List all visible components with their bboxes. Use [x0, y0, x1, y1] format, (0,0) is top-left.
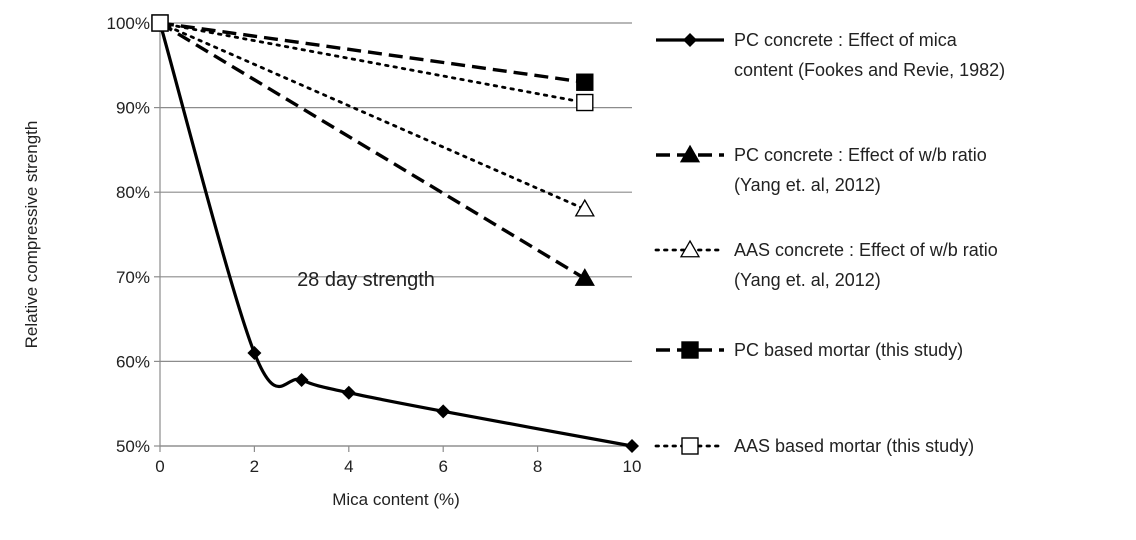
series-1-pc-concrete-effect-of-mica: [153, 16, 639, 453]
legend-label: AAS concrete : Effect of w/b ratio: [734, 240, 998, 260]
series-line: [159, 21, 586, 84]
x-tick-label: 2: [250, 457, 259, 476]
legend-marker: [679, 239, 701, 258]
y-tick-label: 90%: [116, 99, 150, 118]
y-axis-title: Relative compressive strength: [22, 121, 41, 349]
series-line: [158, 21, 587, 104]
legend-entry-2: PC concrete : Effect of w/b ratio (Yang e…: [656, 144, 987, 195]
x-tick-label: 10: [623, 457, 642, 476]
legend-entry-5: AAS based mortar (this study): [654, 436, 974, 456]
x-tick-label: 8: [533, 457, 542, 476]
legend-label: (Yang et. al, 2012): [734, 175, 881, 195]
x-tick-label: 0: [155, 457, 164, 476]
legend-label: PC based mortar (this study): [734, 340, 963, 360]
series-4-pc-based-mortar-this-study: [159, 21, 594, 91]
data-point: [574, 268, 595, 286]
legend-entry-3: AAS concrete : Effect of w/b ratio (Yang …: [654, 239, 998, 290]
x-tick-label: 6: [438, 457, 447, 476]
y-tick-label: 60%: [116, 352, 150, 371]
legend-label: (Yang et. al, 2012): [734, 270, 881, 290]
legend-marker: [679, 144, 701, 163]
x-tick-label: 4: [344, 457, 353, 476]
data-point: [341, 385, 356, 400]
series-3-aas-concrete-effect-of-w-b-ratio: [158, 21, 595, 217]
data-point: [436, 404, 451, 419]
data-point: [294, 373, 309, 388]
legend-label: PC concrete : Effect of w/b ratio: [734, 145, 987, 165]
legend: PC concrete : Effect of mica content (Foo…: [654, 30, 1005, 456]
legend-label: PC concrete : Effect of mica: [734, 30, 958, 50]
legend-entry-4: PC based mortar (this study): [656, 340, 963, 360]
legend-entry-1: PC concrete : Effect of mica content (Foo…: [656, 30, 1005, 80]
y-tick-label: 50%: [116, 437, 150, 456]
series-line: [158, 21, 587, 211]
data-point: [625, 439, 639, 453]
y-tick-label: 80%: [116, 183, 150, 202]
data-point: [576, 93, 594, 112]
y-tick-label: 100%: [107, 14, 150, 33]
legend-label: content (Fookes and Revie, 1982): [734, 60, 1005, 80]
data-point: [574, 198, 595, 217]
y-tick-label: 70%: [116, 268, 150, 287]
grid-lines: [160, 22, 632, 447]
series-line: [159, 21, 586, 280]
legend-marker: [681, 437, 699, 455]
legend-marker: [681, 341, 699, 359]
series-2-pc-concrete-effect-of-w-b-ratio: [159, 21, 595, 286]
series-5-aas-based-mortar-this-study: [151, 14, 594, 112]
legend-label: AAS based mortar (this study): [734, 436, 974, 456]
data-point: [247, 345, 262, 360]
series-line: [158, 22, 633, 448]
series-layer: [151, 14, 639, 453]
annotation-28-day-strength: 28 day strength: [297, 269, 435, 291]
x-axis-title: Mica content (%): [332, 490, 460, 509]
legend-marker: [683, 33, 697, 47]
data-point: [576, 73, 594, 91]
data-point-origin: [151, 14, 169, 32]
axes: 50% 60% 70% 80% 90% 100% 0 2 4 6 8 10: [107, 14, 642, 476]
